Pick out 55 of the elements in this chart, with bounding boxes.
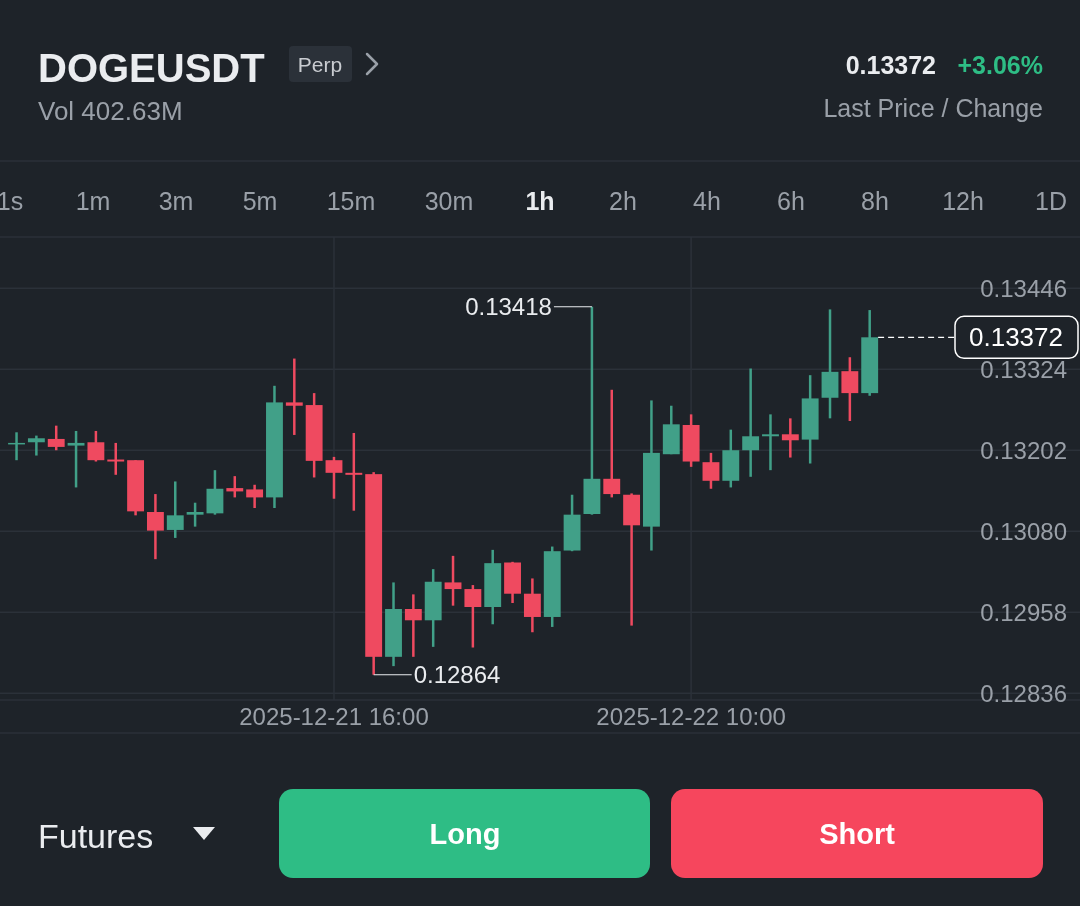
- candlestick: [345, 431, 363, 512]
- text: 1D: [1035, 187, 1067, 215]
- candlestick: [742, 367, 760, 479]
- ref-line-label: 0.13372: [969, 322, 1063, 353]
- text: 15m: [326, 187, 376, 215]
- candlestick: [186, 501, 204, 528]
- candlestick: [523, 577, 541, 634]
- text: Perp: [297, 52, 343, 76]
- text: Futures: [38, 817, 154, 855]
- text: +3.06%: [957, 51, 1043, 79]
- candlestick: [107, 441, 125, 477]
- text: Last Price / Change: [823, 94, 1043, 122]
- text: 0.13372: [845, 51, 936, 79]
- y-tick-label: 0.12836: [980, 679, 1067, 707]
- annotation: 0.13418: [465, 293, 552, 321]
- candlestick: [27, 434, 45, 457]
- text: 30m: [424, 187, 474, 215]
- candlestick: [781, 417, 799, 459]
- text: 8h: [861, 187, 889, 215]
- y-tick-label: 0.13080: [980, 517, 1067, 545]
- x-tick-label: 2025-12-22 10:00: [596, 702, 786, 730]
- y-tick-label: 0.13324: [980, 355, 1067, 383]
- candlestick: [444, 554, 462, 607]
- candlestick: [762, 413, 779, 472]
- y-tick-label: 0.13202: [980, 436, 1067, 464]
- text: 1m: [75, 187, 111, 215]
- candlestick: [226, 474, 244, 499]
- candlestick: [47, 424, 65, 452]
- text: 1h: [525, 187, 555, 215]
- text: 6h: [777, 187, 805, 215]
- annotation: 0.12864: [413, 661, 501, 689]
- text: 4h: [693, 187, 721, 215]
- x-tick-label: 2025-12-21 16:00: [239, 702, 429, 730]
- chart-subtitle: Vol 402.63M: [38, 96, 183, 126]
- text: Short: [819, 818, 896, 850]
- text: 5m: [242, 187, 278, 215]
- y-tick-label: 0.13446: [980, 274, 1067, 302]
- candlestick: [166, 480, 184, 540]
- candlestick: [702, 451, 720, 491]
- candlestick: [87, 429, 105, 463]
- candlestick: [603, 388, 621, 499]
- text: 2h: [609, 187, 637, 215]
- candlestick: [67, 429, 85, 489]
- candlestick: [325, 455, 343, 500]
- candlestick: [404, 593, 422, 659]
- candlestick: [146, 492, 164, 561]
- candlestick: [841, 355, 859, 423]
- candlestick: [246, 483, 264, 510]
- candlestick: [285, 357, 303, 437]
- text: Long: [429, 818, 501, 850]
- text: 3m: [158, 187, 194, 215]
- chart-title: DOGEUSDT: [38, 46, 265, 90]
- text: 12h: [942, 187, 984, 215]
- candlestick: [464, 583, 482, 649]
- y-tick-label: 0.12958: [980, 598, 1067, 626]
